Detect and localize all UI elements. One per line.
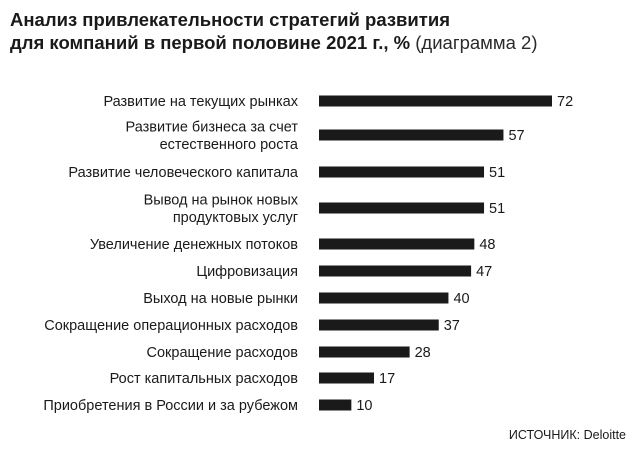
value-label: 72 (557, 94, 573, 110)
value-label: 51 (489, 165, 505, 181)
chart-title: Анализ привлекательности стратегий разви… (10, 8, 630, 54)
category-label: Развитие человеческого капитала (68, 165, 299, 181)
category-label: Развитие на текущих рынках (103, 94, 298, 110)
bar (319, 319, 439, 331)
value-label: 48 (479, 237, 495, 253)
source-note: ИСТОЧНИК: Deloitte (508, 428, 626, 442)
bar (319, 292, 449, 304)
title-suffix: (диаграмма 2) (410, 32, 538, 53)
bar (319, 129, 504, 141)
title-bold-line-1: Анализ привлекательности стратегий разви… (10, 9, 451, 30)
bar (319, 166, 485, 178)
category-label: Рост капитальных расходов (110, 371, 299, 387)
bar (319, 238, 475, 250)
value-label: 47 (476, 264, 492, 280)
bar (319, 399, 352, 411)
value-label: 57 (508, 128, 524, 144)
bar (319, 265, 472, 277)
category-label: продуктовых услуг (173, 210, 298, 226)
value-label: 51 (489, 201, 505, 217)
title-bold-line-2: для компаний в первой половине 2021 г., … (10, 32, 411, 53)
title-line-1: Анализ привлекательности стратегий разви… (10, 8, 630, 31)
category-label: Вывод на рынок новых (144, 192, 299, 208)
category-label: Сокращение операционных расходов (44, 318, 298, 334)
category-label: Сокращение расходов (147, 345, 299, 361)
title-line-2: для компаний в первой половине 2021 г., … (10, 31, 630, 54)
category-label: естественного роста (160, 137, 299, 153)
category-label: Развитие бизнеса за счет (126, 119, 299, 135)
value-label: 10 (356, 398, 372, 414)
value-label: 40 (453, 291, 469, 307)
category-label: Цифровизация (196, 264, 298, 280)
category-label: Приобретения в России и за рубежом (43, 398, 298, 414)
value-label: 17 (379, 371, 395, 387)
category-label: Увеличение денежных потоков (90, 237, 298, 253)
value-label: 28 (415, 345, 431, 361)
bar (319, 346, 410, 358)
category-label: Выход на новые рынки (143, 291, 298, 307)
bar (319, 95, 552, 107)
bar (319, 372, 375, 384)
bar (319, 202, 485, 214)
value-label: 37 (444, 318, 460, 334)
